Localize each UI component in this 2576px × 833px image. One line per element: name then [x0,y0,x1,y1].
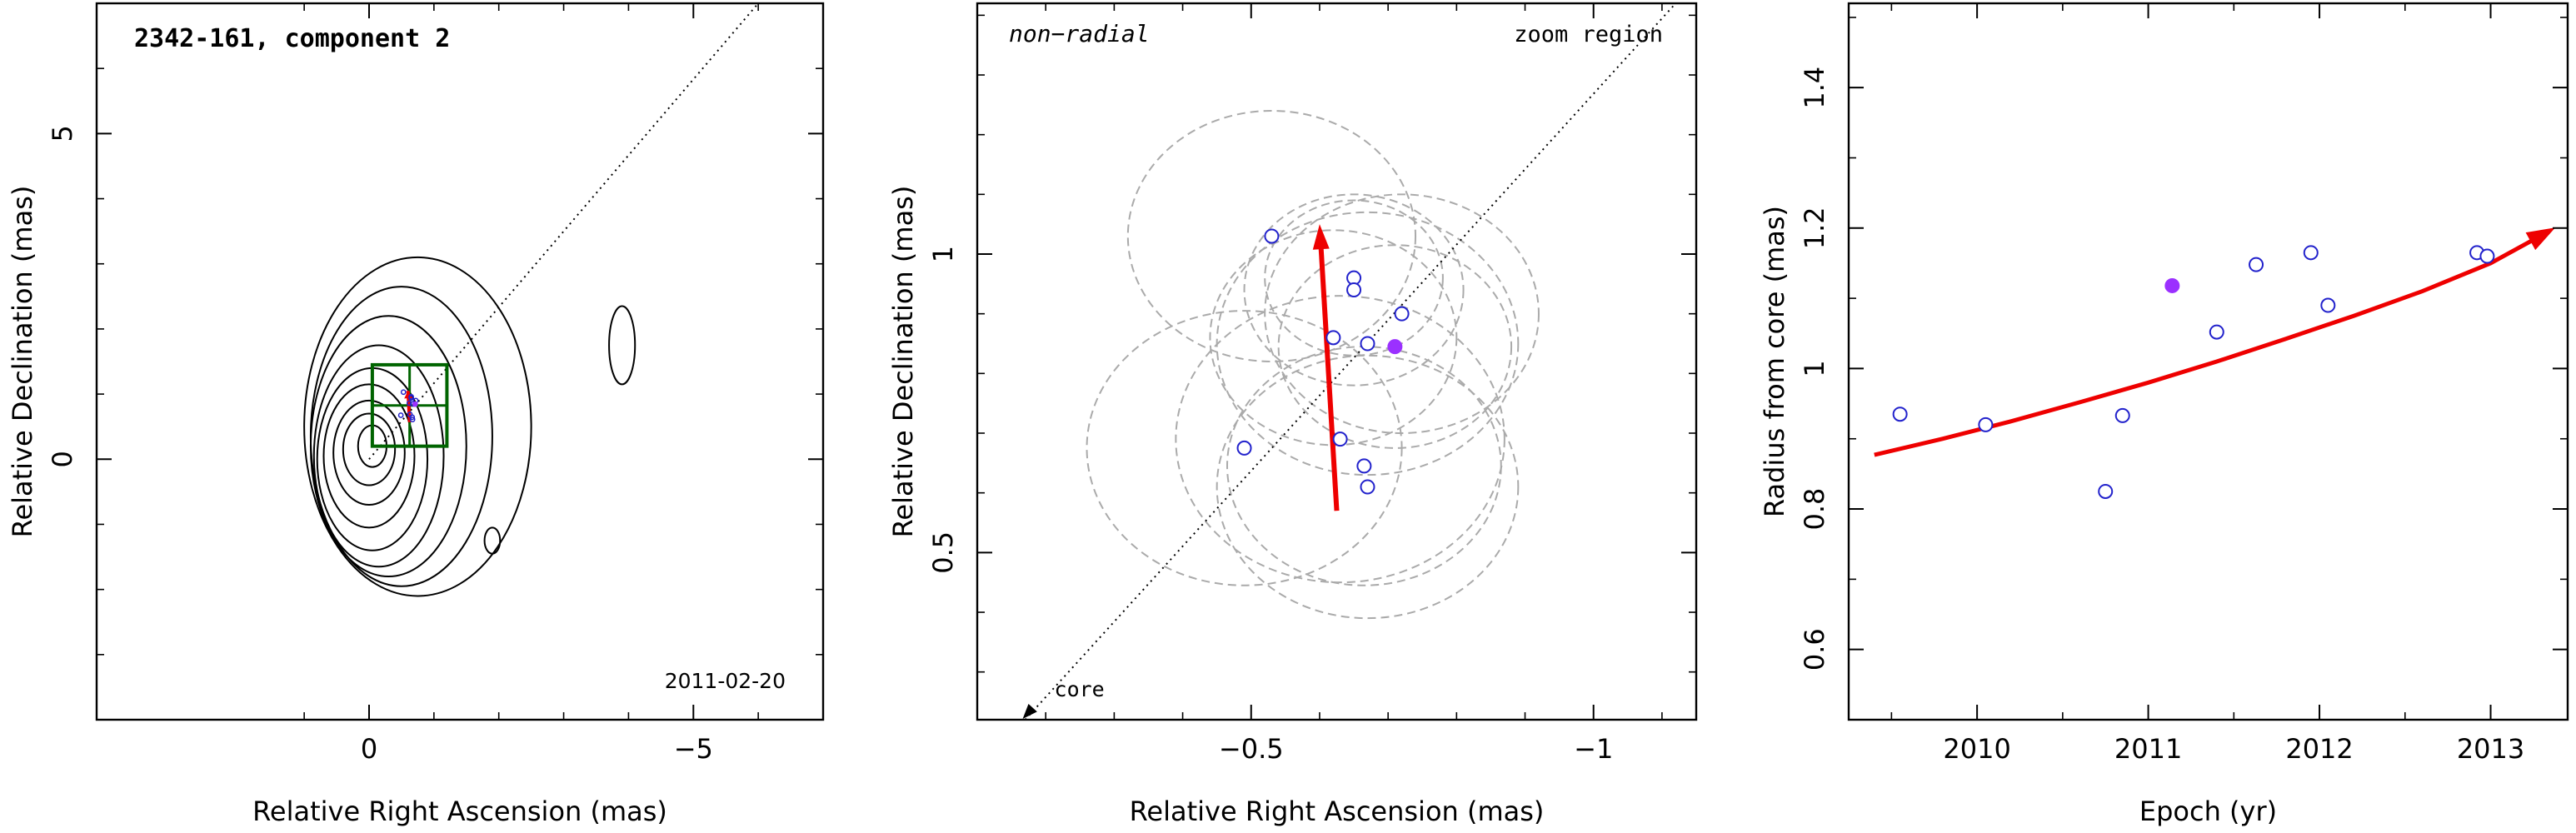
panel3-ytick-label: 1 [1799,360,1830,377]
panel1-contour [303,256,532,597]
panel1-date-label: 2011-02-20 [665,669,786,693]
panel3-xtick-label: 2013 [2457,733,2524,765]
panel3-marker-open [2303,245,2319,261]
panel2-error-circle [1126,110,1417,362]
panel2-motion-arrow [1318,242,1340,511]
panel2-error-circle [1277,244,1513,449]
panel2-ytick-label: 0.5 [927,531,959,574]
panel-radius-vs-epoch: Epoch (yr) Radius from core (mas) 2010 20… [1759,2,2569,827]
panel3-plot-area [1874,227,2556,499]
panel3-ytick-label: 1.2 [1799,207,1830,249]
panel2-xtick-label: −0.5 [1219,733,1284,765]
panel3-ytick-label: 0.6 [1799,628,1830,671]
panel2-xtick-label: −1 [1574,733,1613,765]
panel2-marker-open [1264,228,1280,244]
panel2-ytick-label: 1 [927,246,959,262]
panel1-x-axis-label: Relative Right Ascension (mas) [252,796,667,827]
panel3-xtick-label: 2011 [2114,733,2182,765]
panel2-marker-open [1332,431,1348,447]
panel1-ytick-label: 0 [47,451,78,467]
panel1-contour [332,399,406,506]
panel3-x-axis-label: Epoch (yr) [2139,796,2277,827]
panel2-motion-arrow-head [1312,224,1330,250]
panel3-xtick-label: 2012 [2285,733,2353,765]
panel3-ytick-label: 0.8 [1799,488,1830,531]
panel1-ytick-label: 5 [47,125,78,142]
panel2-error-circle [1264,193,1540,434]
panel2-y-axis-label: Relative Declination (mas) [887,186,919,538]
panel1-motion-arrow-head [404,391,413,399]
panel2-radial-line [1024,3,1677,720]
panel1-marker [406,400,412,407]
panel2-marker-open [1346,282,1362,297]
panel2-error-circle [1175,295,1505,584]
panel1-contour [322,383,416,529]
panel2-error-circle [1243,193,1465,387]
panel1-marker [409,416,416,422]
panel3-marker-open [1892,407,1908,422]
panel3-fit-arrow-head [2525,227,2556,251]
panel2-marker-open [1356,458,1372,474]
panel2-core-arrow-head [1022,703,1037,719]
panel3-marker-open [2479,248,2495,264]
panel3-y-axis-label: Radius from core (mas) [1759,206,1790,517]
panel2-core-label: core [1055,677,1105,701]
panel-contour-map: 2342-161, component 2 2011-02-20 Relativ… [7,2,825,827]
panel1-marker [412,401,418,407]
panel1-title: 2342-161, component 2 [134,24,450,53]
panel2-error-circle [1216,354,1520,620]
panel2-marker-open [1360,479,1375,495]
panel1-contour-isolated [608,305,637,386]
panel2-x-axis-label: Relative Right Ascension (mas) [1130,796,1545,827]
panel2-marker-open [1360,336,1375,352]
panel2-error-circle [1264,199,1444,357]
panel2-frame [976,2,1698,721]
panel1-marker [397,412,404,418]
panel2-error-circle [1086,310,1403,586]
panel1-radial-line [368,3,759,460]
panel1-xtick-label: 0 [361,733,377,765]
panel1-marker [409,414,416,421]
panel2-plot-area [1022,3,1677,720]
panel2-marker-open [1236,440,1252,456]
panel2-annotation: zoom region [1514,22,1663,47]
panel3-marker-open [2249,257,2264,272]
panel2-marker-open [1394,306,1410,322]
panel1-marker [400,389,407,396]
panel1-contour [312,344,445,568]
panel1-frame [95,2,825,721]
panel3-ytick-label: 1.4 [1799,67,1830,109]
panel1-contour-isolated [483,526,502,555]
panel1-contour [342,412,397,486]
panel3-marker-open [2320,297,2336,313]
panel1-marker [408,395,414,402]
panel3-fit-curve [1874,233,2544,457]
panel1-contour [309,286,493,587]
panel3-marker-open [2098,483,2114,499]
panel1-xtick-label: −5 [674,733,713,765]
panel-zoom-region: non−radial zoom region core Relative Rig… [887,2,1698,827]
panel1-y-axis-label: Relative Declination (mas) [7,186,38,538]
panel3-marker-open [2209,324,2224,340]
panel2-title: non−radial [1009,20,1150,47]
panel1-plot-area [303,3,759,597]
panel3-xtick-label: 2010 [1943,733,2010,765]
panel2-marker-open [1325,330,1341,346]
panel2-marker-filled [1387,339,1403,355]
panel3-marker-open [2114,407,2130,423]
panel3-marker-open [1978,416,1994,432]
panel3-marker-filled [2164,277,2180,293]
panel3-frame [1847,2,2569,721]
